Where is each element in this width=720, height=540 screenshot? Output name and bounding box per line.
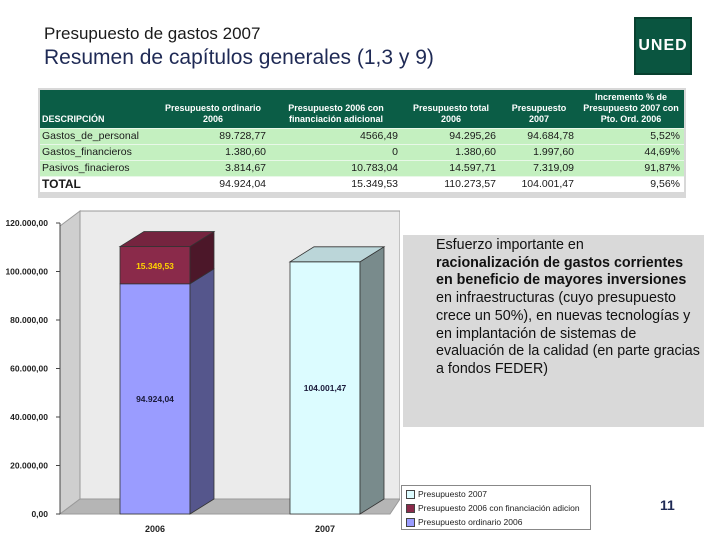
legend-item: Presupuesto 2007	[406, 488, 487, 500]
stacked-bar-chart: 0,00 20.000,00 40.000,00 60.000,00 80.000,00…	[5, 210, 400, 534]
table-header-cell: Presupuesto total 2006	[402, 90, 500, 129]
bar-segment-top	[288, 246, 386, 263]
table-cell: 3.814,67	[156, 160, 270, 177]
y-tick-label: 20.000,00	[10, 461, 48, 471]
table-row: Pasivos_finacieros 3.814,67 10.783,04 14…	[40, 160, 684, 177]
table-row: Gastos_de_personal 89.728,77 4566,49 94.…	[40, 128, 684, 145]
table-cell: 14.597,71	[402, 160, 500, 177]
y-tick-label: 80.000,00	[10, 315, 48, 325]
y-tick-label: 60.000,00	[10, 364, 48, 374]
note-panel	[403, 235, 704, 427]
slide-title: Resumen de capítulos generales (1,3 y 9)	[44, 46, 434, 69]
bar-segment-side	[359, 246, 385, 515]
table-cell: 9,56%	[578, 176, 684, 192]
legend-swatch	[406, 518, 415, 528]
note-text: Esfuerzo importante en racionalización de…	[436, 237, 702, 379]
bar-data-label: 104.001,47	[304, 383, 347, 393]
chart-side-wall	[59, 210, 81, 515]
page-number: 11	[660, 497, 675, 513]
table-cell: Gastos_de_personal	[40, 128, 156, 145]
table-cell: 15.349,53	[270, 176, 402, 192]
table-cell: TOTAL	[40, 176, 156, 192]
table-cell: 44,69%	[578, 144, 684, 161]
table-cell: 1.380,60	[156, 144, 270, 161]
table-cell: 94.924,04	[156, 176, 270, 192]
bar-segment-front	[119, 246, 191, 285]
y-tick-label: 120.000,00	[5, 218, 48, 228]
table-cell: 1.997,60	[500, 144, 578, 161]
bar-segment-front	[289, 261, 361, 515]
logo-text: UNED	[638, 37, 688, 54]
table-cell: Gastos_financieros	[40, 144, 156, 161]
table-cell: 110.273,57	[402, 176, 500, 192]
bar-data-label: 15.349,53	[136, 261, 174, 271]
bar-data-label: 94.924,04	[136, 394, 174, 404]
table-cell: 94.684,78	[500, 128, 578, 145]
table-cell: 10.783,04	[270, 160, 402, 177]
budget-table: DESCRIPCIÓN Presupuesto ordinario 2006 P…	[40, 90, 684, 192]
x-tick-label: 2006	[145, 524, 165, 534]
y-tick-label: 40.000,00	[10, 412, 48, 422]
bar-segment-front	[119, 283, 191, 515]
legend-item: Presupuesto 2006 con financiación adicio…	[406, 502, 580, 514]
table-cell: 7.319,09	[500, 160, 578, 177]
table-cell: 91,87%	[578, 160, 684, 177]
table-cell: Pasivos_finacieros	[40, 160, 156, 177]
table-header-cell: Presupuesto 2006 con financiación adicio…	[270, 90, 402, 129]
legend-item: Presupuesto ordinario 2006	[406, 516, 522, 528]
y-tick-label: 0,00	[31, 509, 48, 519]
note-intro: Esfuerzo importante en	[436, 237, 584, 253]
table-cell: 1.380,60	[402, 144, 500, 161]
chart-legend: Presupuesto 2007 Presupuesto 2006 con fi…	[401, 485, 591, 530]
table-header-cell: DESCRIPCIÓN	[40, 90, 156, 129]
table-header-cell: Presupuesto 2007	[500, 90, 578, 129]
bar-segment-side	[189, 268, 215, 515]
uned-logo: UNED	[634, 17, 692, 75]
bar-segment-top	[118, 231, 216, 247]
legend-swatch	[406, 504, 415, 514]
table-header-cell: Presupuesto ordinario 2006	[156, 90, 270, 129]
table-cell: 94.295,26	[402, 128, 500, 145]
legend-label: Presupuesto 2007	[418, 489, 487, 499]
legend-swatch	[406, 490, 415, 500]
y-tick-label: 100.000,00	[5, 267, 48, 277]
table-header-cell: Incremento % de Presupuesto 2007 con Pto…	[578, 90, 684, 129]
legend-label: Presupuesto ordinario 2006	[418, 517, 523, 527]
slide-subtitle: Presupuesto de gastos 2007	[44, 24, 261, 43]
table-header-row: DESCRIPCIÓN Presupuesto ordinario 2006 P…	[40, 90, 684, 129]
legend-label: Presupuesto 2006 con financiación adicio…	[418, 503, 580, 513]
table-cell: 89.728,77	[156, 128, 270, 145]
table-cell: 5,52%	[578, 128, 684, 145]
table-cell: 0	[270, 144, 402, 161]
table-total-row: TOTAL 94.924,04 15.349,53 110.273,57 104…	[40, 176, 684, 192]
note-rest: en infraestructuras (cuyo presupuesto cr…	[436, 290, 700, 377]
x-tick-label: 2007	[315, 524, 335, 534]
table-row: Gastos_financieros 1.380,60 0 1.380,60 1…	[40, 144, 684, 161]
note-bold: racionalización de gastos corrientes en …	[436, 254, 687, 289]
table-cell: 104.001,47	[500, 176, 578, 192]
table-cell: 4566,49	[270, 128, 402, 145]
